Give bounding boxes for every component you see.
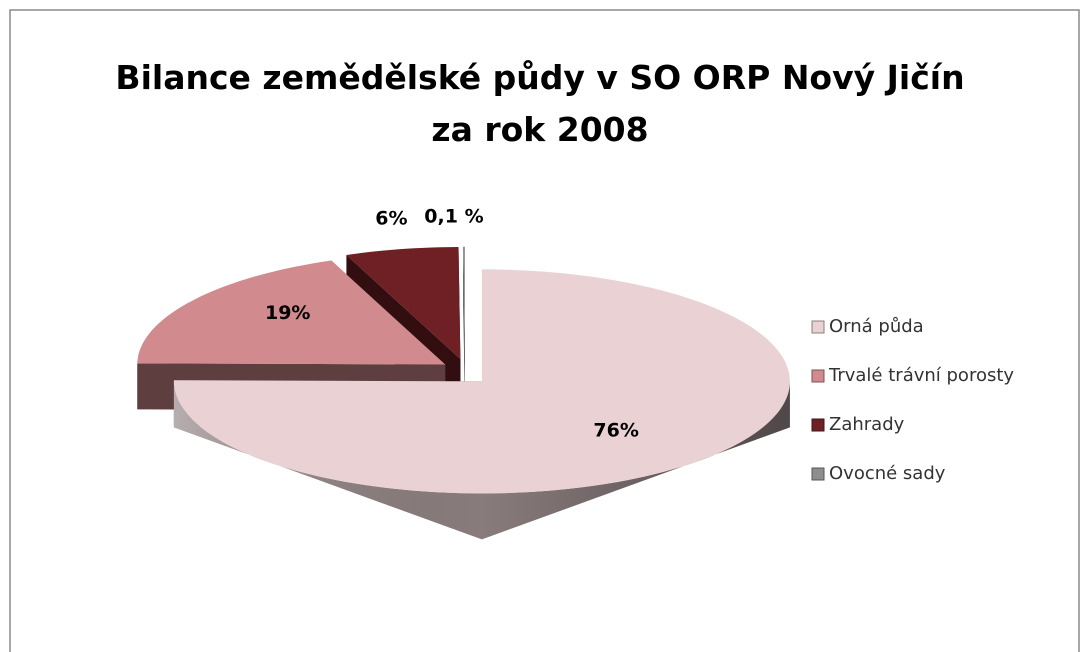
chart-frame <box>9 9 1080 652</box>
legend-label: Trvalé trávní porosty <box>828 365 1014 386</box>
slice <box>463 246 465 359</box>
legend-swatch <box>811 467 825 481</box>
legend-label: Ovocné sady <box>829 463 946 484</box>
legend-swatch <box>811 369 825 383</box>
data-label: 76% <box>593 419 638 441</box>
legend-swatch <box>811 418 825 432</box>
slice <box>346 247 461 360</box>
legend-label: Orná půda <box>829 316 924 337</box>
legend-label: Zahrady <box>829 414 905 435</box>
data-label: 19% <box>265 302 310 324</box>
slice <box>137 260 446 365</box>
data-label: 0,1 % <box>424 205 483 227</box>
slice <box>173 269 790 494</box>
data-label: 6% <box>375 208 407 230</box>
slice-side-shade <box>173 381 790 540</box>
slice-face <box>463 246 465 405</box>
chart-title: Bilance zemědělské půdy v SO ORP Nový Ji… <box>115 58 965 149</box>
legend-swatch <box>811 320 825 334</box>
